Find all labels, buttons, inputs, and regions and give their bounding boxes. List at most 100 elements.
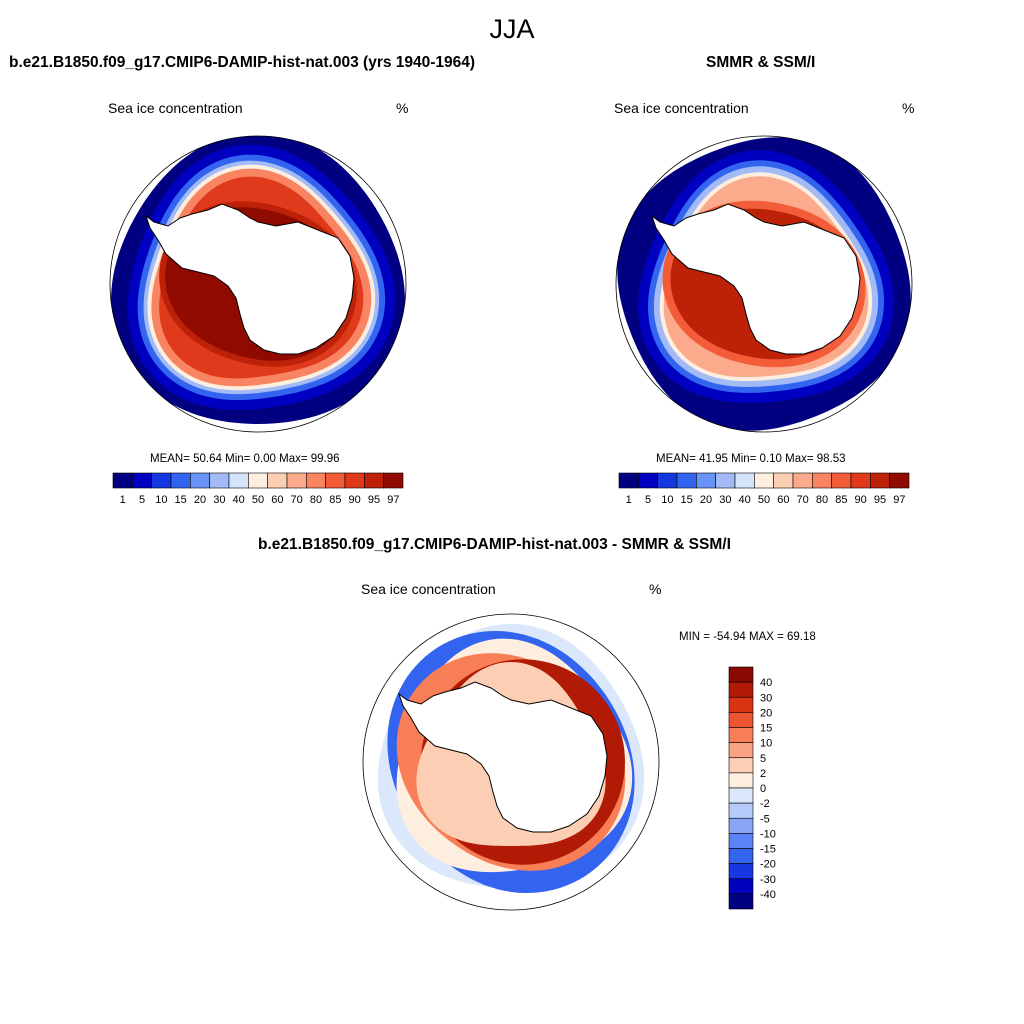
cbar3-swatch xyxy=(728,666,754,683)
panel-1-stats: MEAN= 50.64 Min= 0.00 Max= 99.96 xyxy=(150,453,340,465)
cbar3-tick-label: -2 xyxy=(760,798,770,810)
cbar1-tick-label: 50 xyxy=(252,494,264,506)
map3-map-boundary xyxy=(362,613,660,911)
panel-3-units-label: % xyxy=(649,581,662,597)
cbar2-tick-label: 95 xyxy=(874,494,886,506)
cbar3-swatch xyxy=(728,696,754,713)
cbar3-tick-label: -15 xyxy=(760,844,776,856)
panel-3-polar-map xyxy=(362,613,660,911)
cbar1-tick-label: 30 xyxy=(213,494,225,506)
panel-2-units-label: % xyxy=(902,100,915,116)
cbar3-tick-label: -5 xyxy=(760,813,770,825)
cbar2-tick-label: 60 xyxy=(777,494,789,506)
cbar2-tick-label: 40 xyxy=(739,494,751,506)
cbar3-tick-label: -10 xyxy=(760,828,776,840)
cbar2-swatch xyxy=(638,472,658,489)
cbar2-swatch xyxy=(657,472,678,489)
cbar2-swatch xyxy=(870,472,890,489)
cbar2-tick-label: 70 xyxy=(797,494,809,506)
cbar1-swatch xyxy=(364,472,384,489)
cbar2-swatch xyxy=(812,472,832,489)
cbar3-swatch xyxy=(728,742,754,759)
panel-1-colorbar: 1 5 10 15 20 30 40 50 60 70 80 85 90 95 97 xyxy=(112,472,404,506)
map2-antarctica-coastline xyxy=(651,203,861,355)
cbar2-swatch xyxy=(676,472,697,489)
cbar3-swatch xyxy=(728,802,754,819)
cbar3-swatch xyxy=(728,681,754,698)
cbar1-swatch xyxy=(248,472,268,489)
cbar1-swatch xyxy=(267,472,288,489)
cbar1-swatch xyxy=(306,472,326,489)
cbar3-swatch xyxy=(728,848,754,864)
cbar3-tick-label: 40 xyxy=(760,677,772,689)
cbar2-tick-label: 85 xyxy=(835,494,847,506)
cbar3-swatch xyxy=(728,817,754,834)
cbar2-swatch xyxy=(889,472,910,489)
cbar1-swatch xyxy=(151,472,172,489)
cbar3-swatch xyxy=(728,757,754,774)
cbar1-tick-label: 40 xyxy=(233,494,245,506)
cbar3-swatch xyxy=(728,833,754,849)
cbar1-tick-label: 1 xyxy=(120,494,126,506)
panel-3-stats: MIN = -54.94 MAX = 69.18 xyxy=(679,631,816,643)
main-title: JJA xyxy=(489,14,535,44)
cbar3-tick-label: 15 xyxy=(760,723,772,735)
cbar1-swatch xyxy=(112,472,133,489)
cbar3-swatch xyxy=(728,787,754,804)
cbar1-swatch xyxy=(286,472,307,489)
cbar1-swatch xyxy=(190,472,210,489)
panel-2-title: SMMR & SSM/I xyxy=(706,54,816,71)
cbar3-swatch xyxy=(728,878,754,895)
cbar1-swatch xyxy=(228,472,249,489)
map2-map-boundary xyxy=(615,135,913,433)
cbar2-tick-label: 10 xyxy=(661,494,673,506)
cbar1-tick-label: 80 xyxy=(310,494,322,506)
cbar3-tick-label: 0 xyxy=(760,783,766,795)
cbar1-tick-label: 15 xyxy=(175,494,187,506)
cbar1-swatch xyxy=(170,472,191,489)
cbar1-tick-label: 60 xyxy=(271,494,283,506)
cbar2-swatch xyxy=(715,472,736,489)
cbar3-tick-label: 10 xyxy=(760,738,772,750)
cbar3-tick-label: 5 xyxy=(760,753,766,765)
cbar2-tick-label: 5 xyxy=(645,494,651,506)
cbar3-swatch xyxy=(728,772,754,789)
cbar2-tick-label: 50 xyxy=(758,494,770,506)
map1-antarctica-coastline xyxy=(145,203,355,355)
panel-2-polar-map xyxy=(615,135,913,433)
panel-2-colorbar: 1 5 10 15 20 30 40 50 60 70 80 85 90 95 97 xyxy=(618,472,910,506)
cbar1-tick-label: 5 xyxy=(139,494,145,506)
cbar3-tick-label: -20 xyxy=(760,859,776,871)
panel-1-polar-map xyxy=(109,135,407,433)
cbar3-swatch xyxy=(728,863,754,880)
cbar3-swatch xyxy=(728,893,754,910)
cbar2-swatch xyxy=(618,472,639,489)
panel-2-variable-label: Sea ice concentration xyxy=(614,100,749,116)
cbar3-tick-label: 30 xyxy=(760,692,772,704)
cbar2-tick-label: 80 xyxy=(816,494,828,506)
cbar1-swatch xyxy=(209,472,230,489)
cbar1-swatch xyxy=(325,472,346,489)
panel-1-units-label: % xyxy=(396,100,409,116)
cbar1-tick-label: 85 xyxy=(329,494,341,506)
cbar3-swatch xyxy=(728,727,754,743)
cbar1-tick-label: 97 xyxy=(387,494,399,506)
cbar1-tick-label: 10 xyxy=(155,494,167,506)
cbar2-tick-label: 1 xyxy=(626,494,632,506)
panel-3-variable-label: Sea ice concentration xyxy=(361,581,496,597)
cbar2-swatch xyxy=(773,472,794,489)
cbar1-swatch xyxy=(383,472,404,489)
cbar2-swatch xyxy=(850,472,871,489)
cbar1-tick-label: 95 xyxy=(368,494,380,506)
map1-map-boundary xyxy=(109,135,407,433)
cbar2-swatch xyxy=(696,472,716,489)
panel-3-title: b.e21.B1850.f09_g17.CMIP6-DAMIP-hist-nat… xyxy=(258,536,731,553)
cbar2-swatch xyxy=(734,472,755,489)
cbar3-tick-label: -30 xyxy=(760,874,776,886)
cbar3-tick-label: 20 xyxy=(760,707,772,719)
cbar3-swatch xyxy=(728,712,754,728)
cbar3-tick-label: -40 xyxy=(760,889,776,901)
cbar2-tick-label: 97 xyxy=(893,494,905,506)
cbar2-swatch xyxy=(754,472,774,489)
panel-1-title: b.e21.B1850.f09_g17.CMIP6-DAMIP-hist-nat… xyxy=(9,54,476,71)
